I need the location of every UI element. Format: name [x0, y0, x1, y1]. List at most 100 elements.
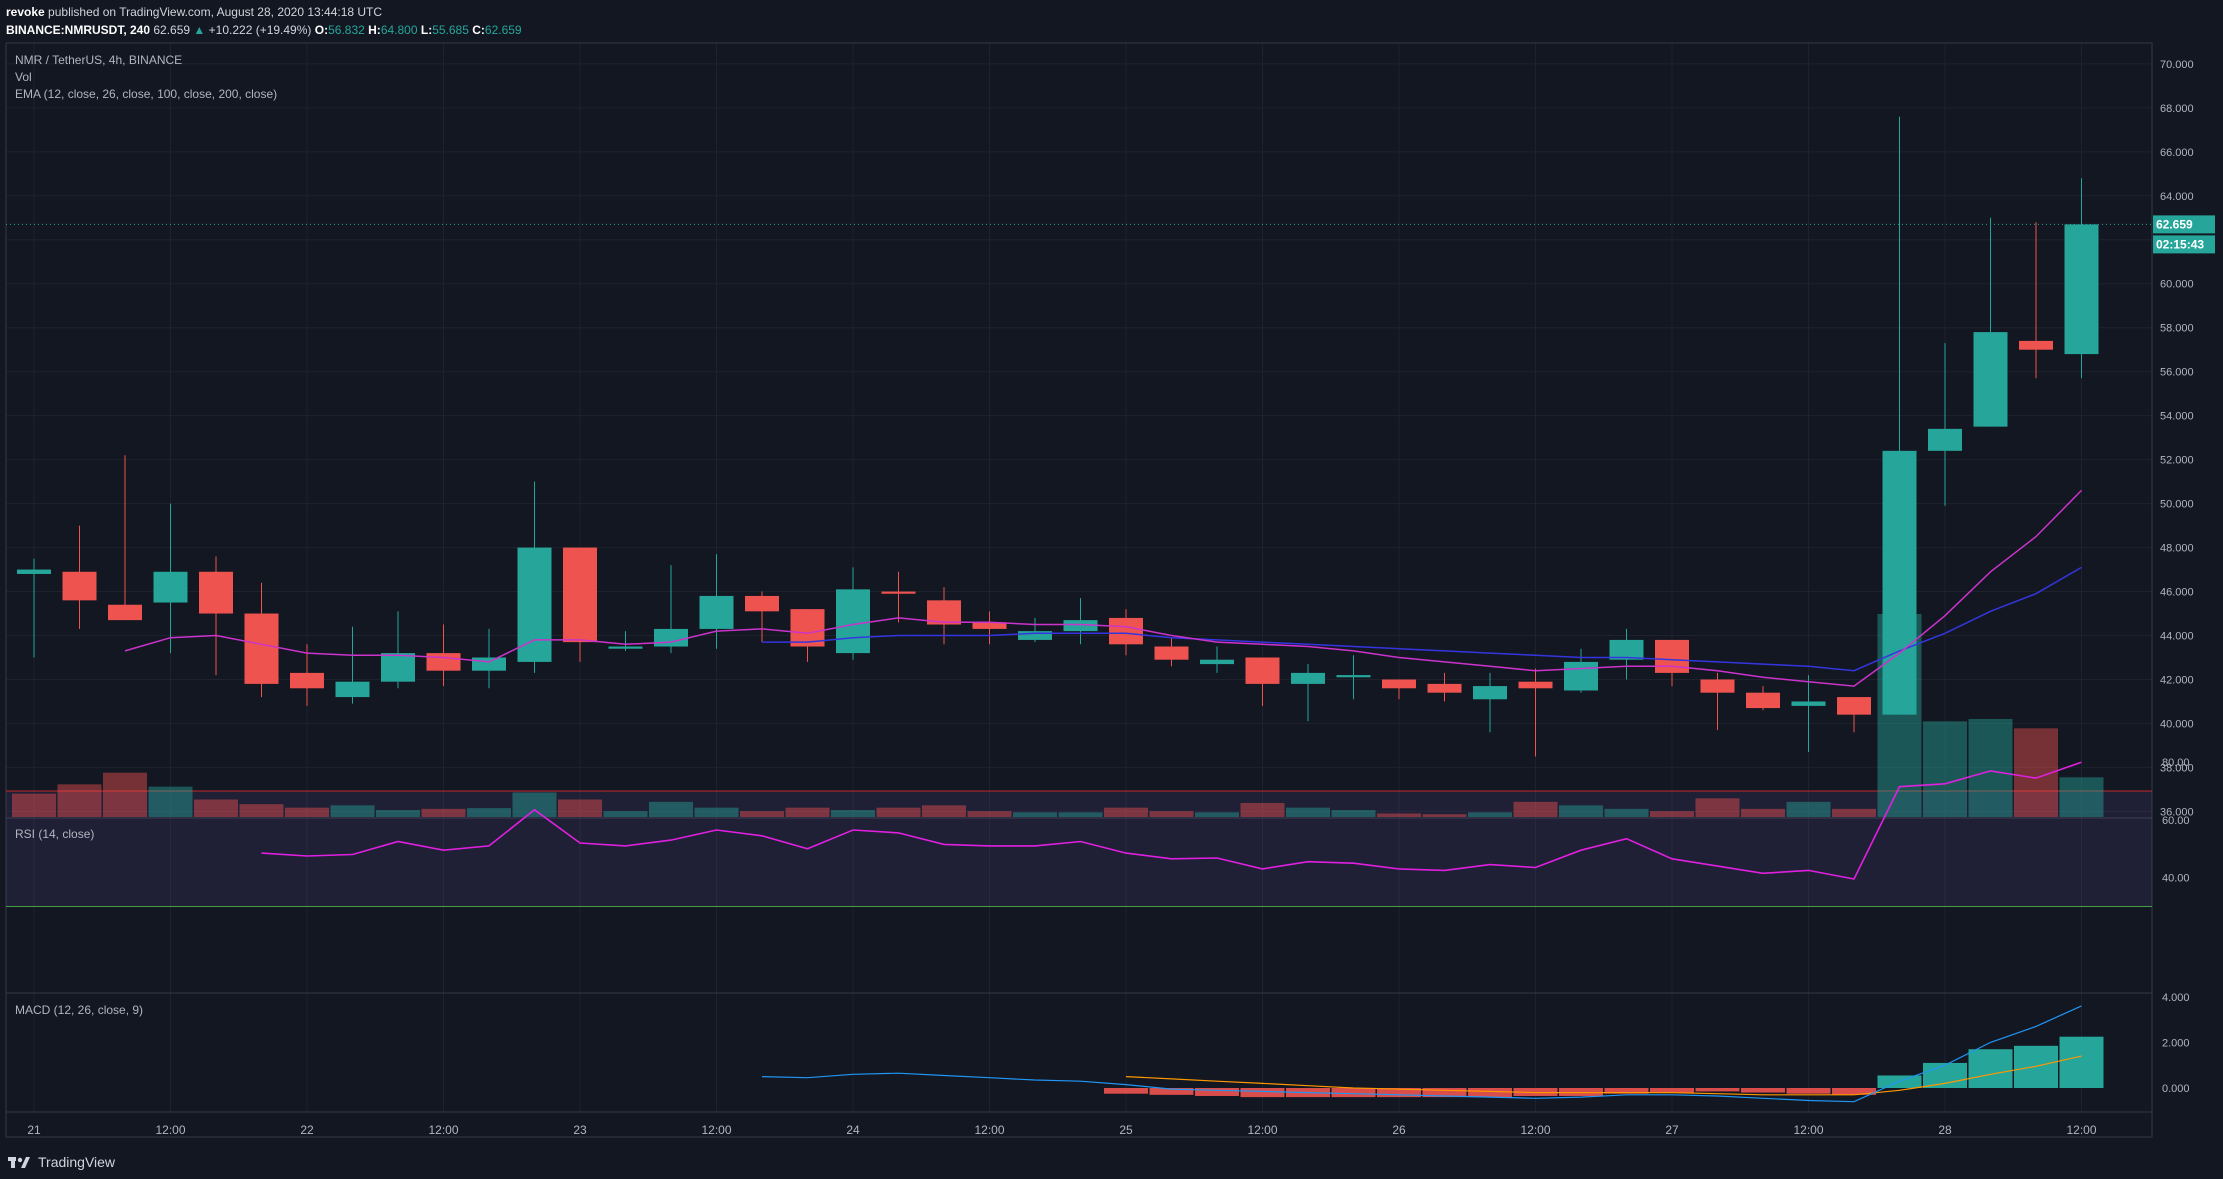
rsi-scale[interactable]: 80.00 60.00 40.00 — [2162, 757, 2190, 884]
macd-histogram-bar — [1559, 1088, 1603, 1096]
close-value: 62.659 — [484, 23, 522, 37]
macd-histogram-bar — [1195, 1088, 1239, 1096]
volume-bar — [194, 799, 238, 817]
candle-body — [654, 628, 688, 647]
candle-body — [2019, 340, 2053, 350]
candle-body — [153, 571, 188, 603]
change-arrow-icon: ▲ — [193, 23, 206, 37]
macd-histogram-bar — [1331, 1088, 1376, 1098]
candle-body — [199, 571, 233, 614]
volume-bar — [1104, 807, 1148, 817]
volume-bar — [740, 811, 784, 817]
candle-body — [563, 547, 597, 643]
candle-body — [1837, 697, 1871, 715]
candle-body — [290, 672, 324, 689]
rsi-band-fill — [6, 791, 2152, 907]
price-scale[interactable]: 70.00068.00066.00064.00062.00060.00058.0… — [2160, 59, 2194, 819]
time-scale[interactable]: 21 12:00 22 12:00 23 12:00 24 12:00 25 12:00 26 12:… — [27, 1123, 2097, 1137]
candle-body — [1928, 428, 1962, 451]
candle-body — [745, 595, 779, 612]
volume-bar — [1832, 808, 1876, 817]
time-scale-label: 12:00 — [1520, 1123, 1550, 1137]
macd-histogram-bar — [1104, 1088, 1148, 1094]
volume-bar — [1195, 812, 1239, 817]
time-scale-label: 27 — [1665, 1123, 1679, 1137]
macd-scale-label: 0.000 — [2162, 1083, 2190, 1095]
time-scale-label: 12:00 — [1793, 1123, 1823, 1137]
volume-bar — [512, 792, 557, 817]
price-scale-label: 60.000 — [2160, 279, 2194, 291]
volume-bar — [1650, 811, 1694, 817]
rsi-scale-label: 80.00 — [2162, 757, 2190, 769]
last-price: 62.659 — [153, 23, 191, 37]
candle-body — [1018, 631, 1052, 640]
legend-vol: Vol — [15, 70, 32, 84]
countdown-badge-text: 02:15:43 — [2156, 237, 2204, 251]
time-scale-label: 21 — [27, 1123, 41, 1137]
volume-bar — [1968, 719, 2013, 817]
macd-histogram-bar — [2059, 1036, 2104, 1088]
author-name[interactable]: revoke — [6, 5, 45, 19]
close-label: C: — [472, 23, 485, 37]
countdown-badge-bg — [2153, 235, 2215, 254]
candle-body — [108, 604, 142, 621]
candle-body — [1973, 332, 2008, 427]
volume-bar — [1422, 814, 1467, 817]
volume-bar — [12, 793, 56, 817]
chart-header: revoke published on TradingView.com, Aug… — [6, 3, 2206, 43]
volume-bar — [785, 807, 830, 817]
time-scale-label: 12:00 — [701, 1123, 731, 1137]
volume-bar — [1149, 811, 1194, 817]
time-scale-label: 12:00 — [155, 1123, 185, 1137]
rsi-path — [261, 761, 2082, 880]
volume-bar — [603, 811, 648, 817]
open-value: 56.832 — [328, 23, 365, 37]
macd-histogram-bar — [1377, 1088, 1421, 1098]
price-scale-label: 66.000 — [2160, 147, 2194, 159]
time-scale-label: 28 — [1938, 1123, 1952, 1137]
volume-bar — [148, 786, 193, 817]
macd-histogram-bar — [1604, 1088, 1649, 1094]
volume-bar — [421, 808, 466, 817]
legend-ema: EMA (12, close, 26, close, 100, close, 2… — [15, 87, 277, 101]
candle-body — [1200, 659, 1234, 665]
last-price-badge-text: 62.659 — [2156, 217, 2193, 231]
candle-body — [244, 613, 279, 684]
time-scale-label: 12:00 — [974, 1123, 1004, 1137]
price-scale-label: 44.000 — [2160, 631, 2194, 643]
open-label: O: — [314, 23, 329, 37]
candle-body — [1791, 701, 1826, 706]
candle-body — [1700, 679, 1735, 693]
published-text: published on TradingView.com, August 28,… — [48, 5, 383, 19]
footer: TradingView — [8, 1151, 115, 1173]
change-value: +10.222 (+19.49%) — [208, 23, 312, 37]
candle-body — [1245, 657, 1280, 684]
ema-26-line — [762, 566, 2082, 672]
candle-body — [1109, 617, 1143, 645]
legend-title: NMR / TetherUS, 4h, BINANCE — [15, 53, 182, 67]
price-scale-label: 42.000 — [2160, 674, 2194, 686]
legend-rsi: RSI (14, close) — [15, 827, 94, 841]
macd-signal-line — [1125, 1055, 2082, 1096]
volume-bar — [1604, 808, 1649, 817]
chart-canvas[interactable]: 70.00068.00066.00064.00062.00060.00058.0… — [0, 0, 2223, 1150]
rsi-band — [6, 790, 2152, 907]
macd-histogram-bar — [1240, 1088, 1285, 1098]
volume-bar — [694, 807, 739, 817]
high-label: H: — [368, 23, 381, 37]
candle-body — [1746, 692, 1780, 709]
candle-body — [608, 646, 643, 649]
macd-histogram-bar — [1923, 1062, 1967, 1088]
time-scale-label: 25 — [1119, 1123, 1133, 1137]
macd-scale[interactable]: 4.000 2.000 0.000 — [2162, 992, 2190, 1095]
low-value: 55.685 — [432, 23, 469, 37]
footer-brand[interactable]: TradingView — [38, 1154, 116, 1170]
candle-body — [1154, 646, 1189, 660]
price-scale-label: 52.000 — [2160, 455, 2194, 467]
candle-body — [335, 681, 370, 698]
candle-body — [2064, 224, 2099, 355]
volume-bar — [239, 804, 284, 817]
volume-bar — [831, 810, 875, 817]
volume-bar — [376, 810, 420, 817]
volume-bar — [57, 784, 102, 817]
